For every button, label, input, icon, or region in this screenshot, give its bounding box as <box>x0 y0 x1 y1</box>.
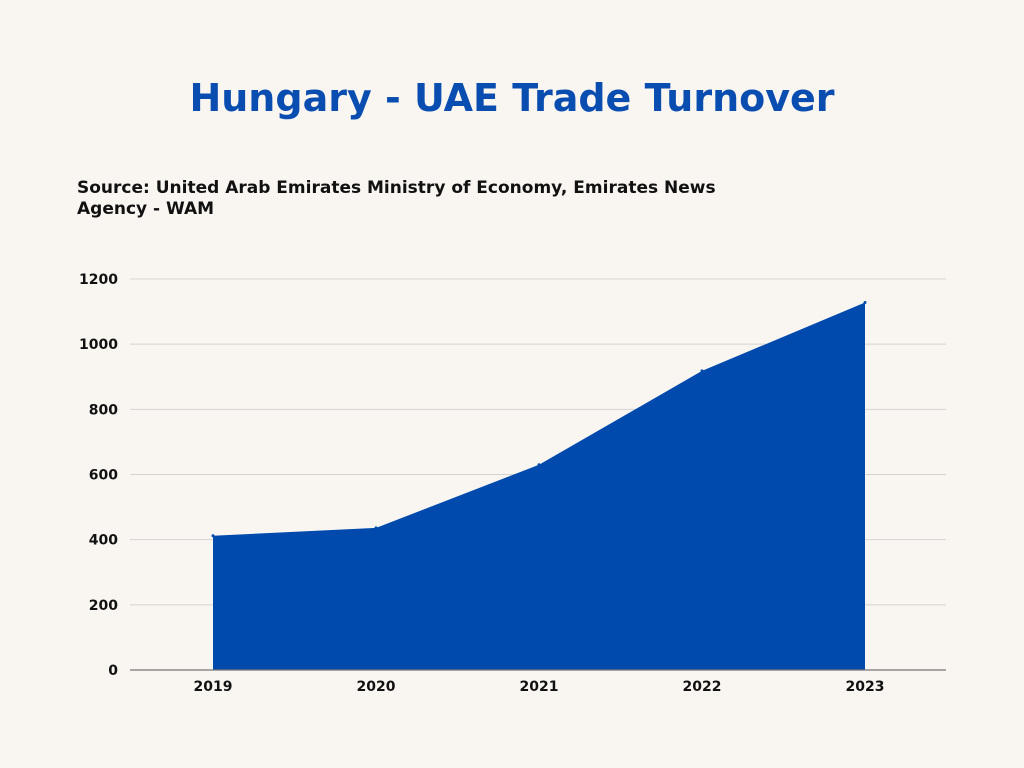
data-point-2021 <box>537 463 541 467</box>
data-point-2022 <box>700 369 704 373</box>
y-tick-labels: 0 200 400 600 800 1000 1200 <box>79 272 118 679</box>
y-tick-label-400: 400 <box>89 533 118 549</box>
x-tick-label-2023: 2023 <box>846 679 885 695</box>
y-tick-label-0: 0 <box>108 663 118 679</box>
y-tick-label-200: 200 <box>89 598 118 614</box>
area-fill <box>213 302 865 670</box>
y-tick-label-1000: 1000 <box>79 337 118 353</box>
y-tick-label-1200: 1200 <box>79 272 118 288</box>
chart-source: Source: United Arab Emirates Ministry of… <box>77 178 716 219</box>
area-series <box>211 300 867 670</box>
data-point-2020 <box>374 526 378 530</box>
y-tick-label-600: 600 <box>89 468 118 484</box>
x-tick-label-2019: 2019 <box>194 679 233 695</box>
x-tick-label-2022: 2022 <box>683 679 722 695</box>
x-tick-label-2021: 2021 <box>520 679 559 695</box>
x-tick-label-2020: 2020 <box>357 679 396 695</box>
data-point-2019 <box>211 534 215 538</box>
chart-title: Hungary - UAE Trade Turnover <box>189 76 835 120</box>
y-tick-label-800: 800 <box>89 402 118 418</box>
x-tick-labels: 2019 2020 2021 2022 2023 <box>194 679 885 695</box>
data-point-2023 <box>863 300 867 304</box>
